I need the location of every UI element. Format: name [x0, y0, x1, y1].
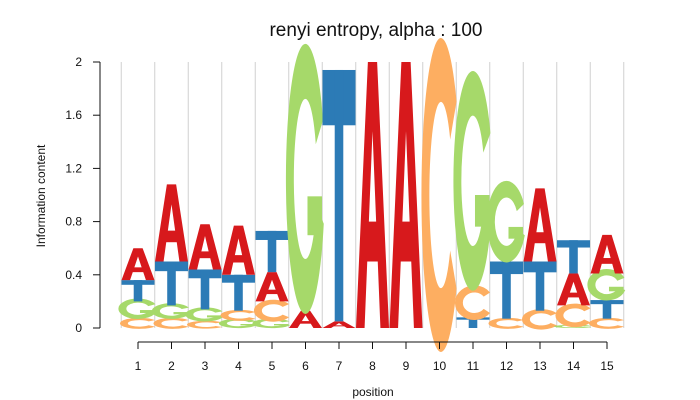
y-axis-label: Information content [34, 144, 48, 247]
letter-C [488, 317, 524, 329]
letter-C [522, 309, 558, 330]
x-tick-label: 9 [403, 359, 410, 373]
letter-C [455, 285, 491, 320]
letter-G [587, 269, 626, 301]
x-tick-label: 7 [336, 359, 343, 373]
x-axis: 1 2 3 4 5 6 7 8 9 10 11 12 13 14 15 [135, 341, 614, 373]
letter-A [121, 248, 155, 281]
x-tick-label: 1 [135, 359, 142, 373]
letter-C [153, 317, 189, 329]
letter-A [188, 224, 222, 270]
y-tick-label: 0.4 [65, 268, 82, 282]
letter-C [186, 320, 223, 329]
y-axis: 0 0.4 0.8 1.2 1.6 2 [65, 55, 101, 335]
letter-T [188, 269, 222, 310]
x-tick-label: 6 [302, 359, 309, 373]
y-tick-label: 1.6 [65, 108, 82, 122]
x-tick-label: 12 [500, 359, 514, 373]
y-tick-label: 1.2 [65, 161, 82, 175]
letter-A [289, 310, 322, 328]
letter-T [222, 274, 255, 311]
x-tick-label: 5 [269, 359, 276, 373]
x-tick-label: 13 [533, 359, 547, 373]
letter-C [588, 317, 625, 329]
letter-C [555, 303, 591, 328]
letter-A [222, 225, 255, 275]
letter-T [121, 280, 155, 302]
x-axis-label: position [352, 385, 393, 399]
letter-T [155, 261, 188, 306]
letter-A [389, 62, 423, 328]
y-tick-label: 0 [75, 321, 82, 335]
chart-title: renyi entropy, alpha : 100 [269, 20, 482, 41]
letter-G [453, 71, 492, 291]
letter-T [322, 69, 356, 322]
letter-C [220, 309, 256, 321]
letter-A [590, 234, 624, 274]
letter-A [322, 321, 356, 328]
x-tick-label: 14 [567, 359, 581, 373]
x-tick-label: 4 [235, 359, 242, 373]
letter-T [255, 230, 289, 273]
letter-T [590, 300, 624, 319]
letter-A [557, 273, 590, 306]
letter-T [557, 240, 590, 274]
y-tick-label: 2 [75, 55, 82, 69]
letter-G [151, 303, 190, 319]
letter-G [185, 307, 224, 322]
letter-T [523, 261, 557, 311]
letter-A [155, 184, 188, 262]
letter-stacks [118, 38, 626, 352]
x-tick-label: 2 [168, 359, 175, 373]
letter-G [285, 44, 324, 314]
x-tick-label: 11 [467, 359, 480, 373]
y-tick-label: 0.8 [65, 215, 82, 229]
letter-G [486, 180, 525, 263]
letter-G [118, 298, 157, 319]
x-tick-label: 3 [202, 359, 209, 373]
letter-C [119, 317, 156, 329]
letter-A [255, 272, 289, 302]
x-tick-label: 10 [433, 359, 447, 373]
x-tick-label: 15 [600, 359, 614, 373]
letter-A [356, 62, 389, 328]
letter-C [254, 299, 290, 322]
x-tick-label: 8 [369, 359, 376, 373]
letter-T [490, 261, 523, 319]
letter-C [421, 38, 457, 352]
letter-A [523, 188, 557, 262]
